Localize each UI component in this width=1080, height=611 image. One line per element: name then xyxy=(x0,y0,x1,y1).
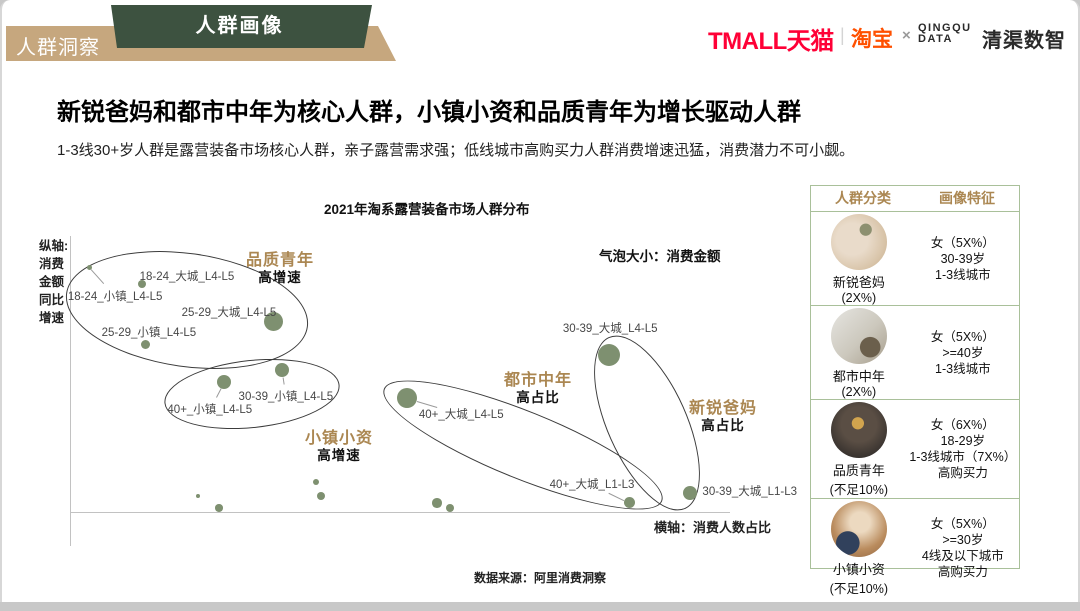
col-header-category: 人群分类 xyxy=(835,190,891,206)
tab-label: 人群画像 xyxy=(195,15,284,37)
bubble-label: 18-24_大城_L4-L5 xyxy=(139,271,235,284)
cluster-name: 小镇小资 xyxy=(304,430,374,447)
qingqu-logo-bottom: DATA xyxy=(918,33,953,45)
cluster-label-xiaozhen: 小镇小资 高增速 xyxy=(305,430,373,464)
bubble-30-39_大城_L1-L3 xyxy=(682,485,697,500)
bubble-label: 40+_大城_L4-L5 xyxy=(418,408,504,421)
persona-features: 女（5X%） >=30岁 4线及以下城市 高购买力 xyxy=(921,517,1004,579)
bubble-unlabeled xyxy=(432,498,442,508)
bubble-label: 40+_大城_L1-L3 xyxy=(549,479,635,492)
bubble-40+_小镇_L4-L5 xyxy=(216,375,231,390)
bubble-18-24_大城_L4-L5 xyxy=(137,280,146,289)
bubble-label: 25-29_大城_L4-L5 xyxy=(181,306,277,319)
bubble-label: 18-24_小镇_L4-L5 xyxy=(67,291,163,304)
persona-features: 女（6X%） 18-29岁 1-3线城市（7X%） 高购买力 xyxy=(909,418,1017,480)
cluster-tag: 高占比 xyxy=(701,418,745,433)
persona-name: 品质青年 xyxy=(832,463,885,478)
table-row: 都市中年 (2X%) 女（5X%） >=40岁 1-3线城市 xyxy=(811,306,1019,400)
qingqu-logo-top: QINGQU xyxy=(918,22,972,34)
section-banner-label: 人群洞察 xyxy=(16,37,100,59)
bubble-25-29_小镇_L4-L5 xyxy=(141,339,151,349)
avatar-young-woman-photo xyxy=(830,402,887,458)
persona-name: 都市中年 xyxy=(832,369,885,384)
cluster-name: 品质青年 xyxy=(245,252,315,269)
col-header-features: 画像特征 xyxy=(939,190,995,206)
avatar-family-photo xyxy=(830,214,887,270)
tab-renqun-huaxiang[interactable]: 人群画像 xyxy=(111,5,372,48)
bubble-label: 30-39_大城_L1-L3 xyxy=(702,485,798,498)
cluster-label-xinrui: 新锐爸妈 高占比 xyxy=(689,400,757,434)
persona-share: (2X%) xyxy=(841,291,877,305)
logo-bar: TMALL天猫 | 淘宝 × QINGQU DATA 清渠数智 xyxy=(2,0,1078,60)
page-title: 新锐爸妈和都市中年为核心人群，小镇小资和品质青年为增长驱动人群 xyxy=(57,99,801,126)
bubble-unlabeled xyxy=(446,504,455,513)
cluster-label-pinzhi: 品质青年 高增速 xyxy=(246,252,314,286)
bubble-30-39_大城_L4-L5 xyxy=(598,343,621,366)
bubble-label: 30-39_大城_L4-L5 xyxy=(562,322,658,335)
table-row: 新锐爸妈 (2X%) 女（5X%） 30-39岁 1-3线城市 xyxy=(811,212,1019,306)
persona-share: (不足10%) xyxy=(829,483,888,497)
table-row: 品质青年 (不足10%) 女（6X%） 18-29岁 1-3线城市（7X%） 高… xyxy=(811,400,1019,499)
avatar-kitchen-photo xyxy=(830,308,887,364)
cross-icon: × xyxy=(902,27,911,44)
bubble-label: 25-29_小镇_L4-L5 xyxy=(101,327,197,340)
x-axis-line xyxy=(70,512,730,513)
logo-divider: | xyxy=(840,25,845,45)
bubble-unlabeled xyxy=(195,493,201,499)
y-axis-label: 纵轴: 消费 金额 同比 增速 xyxy=(39,239,69,325)
cluster-tag: 高增速 xyxy=(258,270,302,285)
bubble-40+_大城_L1-L3 xyxy=(623,496,635,508)
cluster-label-dushi: 都市中年 高占比 xyxy=(504,372,572,406)
persona-table-header: 人群分类 画像特征 xyxy=(811,186,1019,212)
page-subtitle: 1-3线30+岁人群是露营装备市场核心人群，亲子露营需求强；低线城市高购买力人群… xyxy=(57,142,855,159)
bubble-unlabeled xyxy=(316,491,326,501)
qingqu-wordmark: 清渠数智 xyxy=(982,30,1066,52)
taobao-logo: 淘宝 xyxy=(851,28,893,51)
tmall-logo: TMALL天猫 xyxy=(708,28,834,55)
persona-name: 新锐爸妈 xyxy=(832,275,885,290)
qingqu-data-logo: QINGQU DATA xyxy=(918,23,972,45)
bubble-unlabeled xyxy=(313,479,320,486)
bubble-size-legend: 气泡大小：消费金额 xyxy=(599,249,721,264)
bubble-unlabeled xyxy=(215,504,223,512)
bubble-40+_大城_L4-L5 xyxy=(397,387,418,408)
cluster-tag: 高占比 xyxy=(516,390,560,405)
avatar-tea-woman-photo xyxy=(830,501,887,557)
bubble-25-29_大城_L4-L5 xyxy=(264,312,284,332)
chart-title: 2021年淘系露营装备市场人群分布 xyxy=(324,202,530,217)
cluster-name: 都市中年 xyxy=(503,372,573,389)
table-row: 小镇小资 (不足10%) 女（5X%） >=30岁 4线及以下城市 高购买力 xyxy=(811,499,1019,597)
persona-features: 女（5X%） 30-39岁 1-3线城市 xyxy=(930,235,995,282)
persona-name: 小镇小资 xyxy=(832,562,885,577)
x-axis-label: 横轴：消费人数占比 xyxy=(654,520,772,535)
persona-share: (2X%) xyxy=(841,385,877,399)
persona-share: (不足10%) xyxy=(829,582,888,596)
y-axis-line xyxy=(70,236,71,546)
cluster-name: 新锐爸妈 xyxy=(688,400,758,417)
bubble-18-24_小镇_L4-L5 xyxy=(86,264,92,270)
cluster-tag: 高增速 xyxy=(317,448,361,463)
bubble-label: 40+_小镇_L4-L5 xyxy=(167,404,253,417)
persona-table: 人群分类 画像特征 新锐爸妈 (2X%) 女（5X%） 30-39岁 1-3线城… xyxy=(810,185,1020,596)
bubble-label: 30-39_小镇_L4-L5 xyxy=(238,390,334,403)
persona-features: 女（5X%） >=40岁 1-3线城市 xyxy=(930,329,995,376)
data-source-note: 数据来源：阿里消费洞察 xyxy=(473,571,607,585)
bubble-30-39_小镇_L4-L5 xyxy=(274,362,289,377)
